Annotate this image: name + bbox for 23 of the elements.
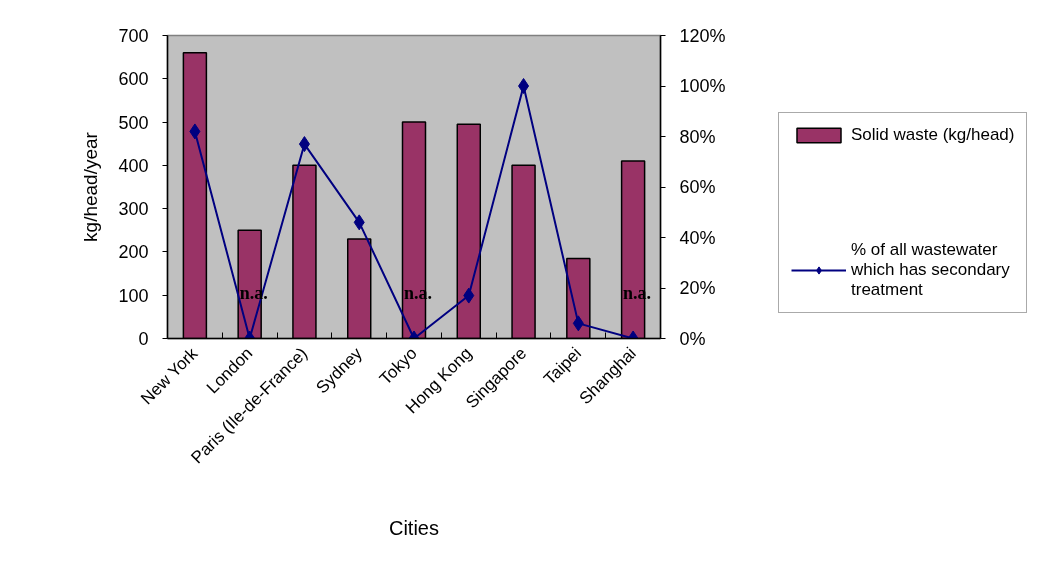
y-tick-label: 100 <box>118 285 149 306</box>
y2-tick-label: 0% <box>679 328 706 349</box>
y2-tick-label: 60% <box>679 177 716 197</box>
y-tick-label: 300 <box>118 199 149 220</box>
x-axis-title: Cities <box>389 517 440 540</box>
y-tick-label: 500 <box>118 112 149 133</box>
y-tick-label: 400 <box>118 155 149 176</box>
y-axis-title: kg/head/year <box>80 131 102 242</box>
point <box>189 123 201 140</box>
point <box>353 214 365 231</box>
point <box>298 136 310 153</box>
y2-tick-label: 40% <box>679 227 716 248</box>
y-tick-label: 600 <box>118 69 149 90</box>
y2-tick-label: 20% <box>679 278 716 298</box>
y-tick-label: 700 <box>118 26 149 46</box>
y-tick-label: 200 <box>118 242 149 263</box>
legend-label: % of all wastewater which has secondary treatment <box>851 240 1010 300</box>
y-tick-label: 0 <box>138 329 149 349</box>
legend-label: Solid waste (kg/head) <box>851 125 1015 145</box>
y2-tick-label: 100% <box>679 76 726 96</box>
point <box>518 78 530 94</box>
y2-tick-label: 80% <box>679 126 716 147</box>
y2-tick-label: 120% <box>679 25 726 46</box>
